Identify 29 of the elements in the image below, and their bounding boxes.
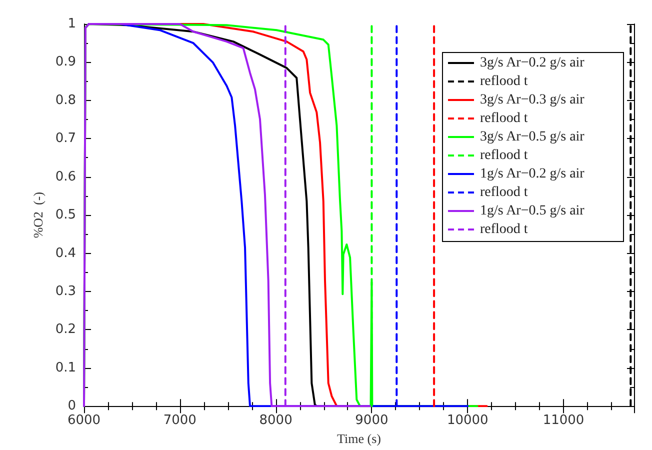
y-tick-label: 0.6 xyxy=(55,169,76,184)
y-axis-title: %O2 (-) xyxy=(30,192,46,238)
y-tick-label: 0.4 xyxy=(55,246,76,261)
x-tick-label: 6000 xyxy=(67,413,101,428)
y-tick-label: 0.2 xyxy=(55,322,76,338)
legend-label: reflood t xyxy=(480,148,528,163)
legend-label: 1g/s Ar−0.5 g/s air xyxy=(480,204,585,218)
legend-label: 1g/s Ar−0.2 g/s air xyxy=(480,166,585,182)
y-tick-label: 0.7 xyxy=(55,131,76,146)
y-tick-label: 0 xyxy=(68,398,76,414)
x-tick-label: 11000 xyxy=(542,413,584,428)
y-tick-label: 0.1 xyxy=(55,360,76,376)
x-axis-title: Time (s) xyxy=(337,431,381,446)
legend-label: reflood t xyxy=(480,185,528,200)
y-tick-label: 0.5 xyxy=(55,208,76,223)
legend-label: 3g/s Ar−0.3 g/s air xyxy=(480,92,585,108)
legend-label: reflood t xyxy=(480,111,528,126)
y-tick-label: 0.9 xyxy=(55,54,76,70)
x-tick-label: 8000 xyxy=(259,413,292,428)
legend-label: 3g/s Ar−0.2 g/s air xyxy=(480,56,585,70)
x-tick-label: 9000 xyxy=(355,413,388,428)
y-tick-label: 0.8 xyxy=(55,92,76,108)
y-tick-label: 1 xyxy=(68,16,76,32)
legend-label: 3g/s Ar−0.5 g/s air xyxy=(480,130,585,144)
x-tick-label: 10000 xyxy=(446,413,488,428)
x-tick-label: 7000 xyxy=(163,413,196,428)
legend-label: reflood t xyxy=(480,74,528,89)
legend-label: reflood t xyxy=(480,222,528,237)
y-tick-label: 0.3 xyxy=(55,284,76,299)
